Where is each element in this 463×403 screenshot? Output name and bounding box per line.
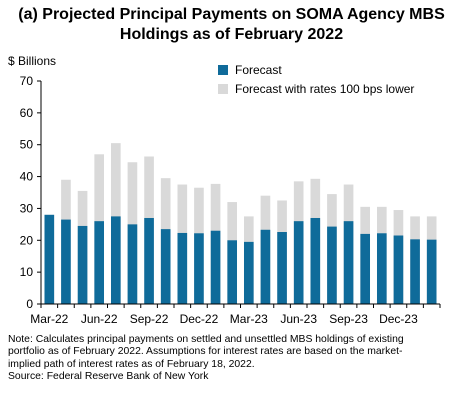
y-tick-label-10: 10 [20, 265, 34, 279]
chart-title-line-2: Holdings as of February 2022 [119, 26, 344, 43]
bar-forecast-Oct-22 [160, 229, 171, 304]
note-line-1: Note: Calculates principal payments on s… [8, 334, 404, 345]
source-line: Source: Federal Reserve Bank of New York [8, 371, 209, 383]
bar-forecast-May-22 [77, 225, 88, 304]
bar-forecast-Mar-22 [44, 214, 55, 304]
bar-forecast-May-23 [277, 232, 287, 304]
bar-forecast-Jul-23 [310, 217, 321, 304]
bar-forecast-Nov-23 [376, 233, 387, 304]
bar-forecast-Dec-23 [393, 235, 404, 304]
bars-forecast-group [44, 214, 437, 304]
bar-forecast-Oct-23 [360, 233, 371, 304]
x-tick-label-Mar-23: Mar-23 [230, 312, 268, 326]
bar-forecast-Aug-23 [327, 226, 337, 304]
y-tick-label-20: 20 [20, 233, 34, 247]
chart-title-line-1: (a) Projected Principal Payments on SOMA… [18, 6, 445, 23]
bar-forecast-Aug-22 [127, 224, 138, 304]
legend-label-forecast: Forecast [235, 63, 282, 77]
x-tick-label-Sep-23: Sep-23 [329, 312, 368, 326]
bar-forecast-Feb-24 [426, 239, 437, 304]
bar-forecast-Sep-22 [144, 217, 154, 304]
bar-forecast-Feb-23 [227, 240, 238, 304]
y-axis-unit-label: $ Billions [8, 54, 57, 68]
legend-swatch-rates-lower [218, 84, 228, 94]
chart-note: Note: Calculates principal payments on s… [8, 334, 460, 384]
bar-forecast-Dec-22 [194, 233, 204, 304]
bar-forecast-Apr-23 [260, 229, 271, 304]
y-tick-label-40: 40 [20, 170, 34, 184]
bar-forecast-Jun-23 [293, 221, 304, 304]
x-tick-label-Sep-22: Sep-22 [130, 312, 169, 326]
y-tick-label-0: 0 [26, 297, 33, 311]
x-tick-label-Dec-23: Dec-23 [379, 312, 418, 326]
chart-title: (a) Projected Principal Payments on SOMA… [0, 5, 463, 45]
bar-forecast-Jun-22 [94, 221, 105, 304]
bar-forecast-Jan-23 [210, 230, 221, 304]
y-tick-label-60: 60 [20, 106, 34, 120]
y-tick-label-30: 30 [20, 201, 34, 215]
bar-forecast-Apr-22 [61, 219, 71, 304]
y-tick-label-50: 50 [20, 138, 34, 152]
x-tick-label-Jun-23: Jun-23 [280, 312, 317, 326]
bar-forecast-Jul-22 [110, 216, 121, 304]
axes-group: 0 10 20 30 40 50 60 70 Mar-22 Jun-22 Sep-22 Dec-22 M… [20, 74, 441, 326]
y-tick-label-70: 70 [20, 74, 34, 88]
x-tick-label-Mar-22: Mar-22 [30, 312, 68, 326]
note-line-3: implied path of interest rates as of Feb… [8, 358, 255, 370]
x-tick-label-Jun-22: Jun-22 [81, 312, 118, 326]
legend: Forecast Forecast with rates 100 bps lowe… [218, 63, 414, 96]
x-tick-label-Dec-22: Dec-22 [180, 312, 219, 326]
note-line-2: portfolio as of February 2022. Assumptio… [8, 346, 403, 358]
legend-swatch-forecast [218, 65, 228, 75]
legend-label-rates-lower: Forecast with rates 100 bps lower [235, 82, 414, 96]
bar-forecast-Nov-22 [177, 232, 188, 304]
bar-forecast-Mar-23 [243, 241, 254, 304]
bar-forecast-Jan-24 [410, 239, 420, 304]
bar-forecast-Sep-23 [343, 221, 354, 304]
